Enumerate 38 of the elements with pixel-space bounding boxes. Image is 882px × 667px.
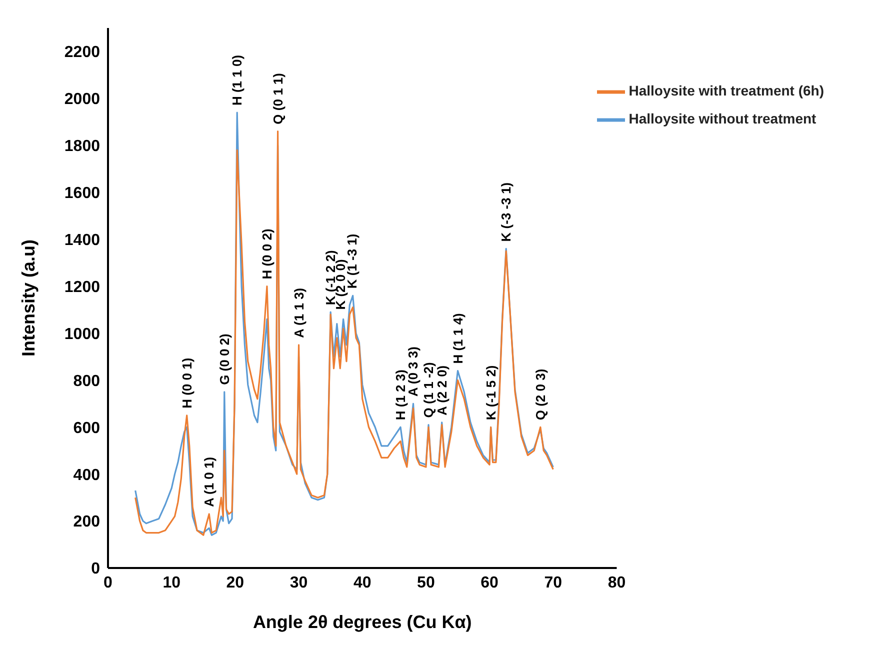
annotation: H (1 2 3) bbox=[393, 370, 408, 420]
annotation: K (-1 5 2) bbox=[483, 365, 498, 420]
y-tick-label: 600 bbox=[73, 420, 100, 437]
y-tick-label: 1400 bbox=[64, 232, 100, 249]
annotation: H (1 1 0) bbox=[230, 54, 245, 106]
x-tick-label: 0 bbox=[104, 574, 113, 592]
legend-label: Halloysite with treatment (6h) bbox=[628, 82, 824, 99]
x-tick-label: 50 bbox=[417, 574, 435, 592]
y-tick-label: 1000 bbox=[64, 326, 100, 343]
annotation: Q (2 0 3) bbox=[532, 368, 548, 420]
annotation: H (0 0 1) bbox=[179, 358, 194, 408]
annotation: A (1 1 3) bbox=[291, 288, 306, 338]
x-tick-label: 60 bbox=[480, 574, 499, 592]
y-tick-label: 1600 bbox=[64, 185, 100, 202]
x-tick-label: 40 bbox=[353, 574, 372, 592]
annotation: Q (1 1 -2) bbox=[421, 362, 436, 418]
y-tick-label: 2200 bbox=[64, 44, 100, 62]
legend-label: Halloysite without treatment bbox=[628, 110, 816, 127]
annotation: H (0 0 2) bbox=[259, 228, 274, 280]
x-tick-label: 70 bbox=[544, 574, 562, 592]
y-tick-label: 200 bbox=[73, 514, 100, 531]
annotation: K (-3 -3 1) bbox=[498, 182, 514, 242]
x-tick-label: 20 bbox=[226, 574, 244, 592]
annotation: G (0 0 2) bbox=[216, 334, 232, 385]
y-tick-label: 2000 bbox=[64, 91, 100, 108]
y-axis-title: Intensity (a.u) bbox=[18, 239, 38, 357]
annotation: H (1 1 4) bbox=[450, 313, 466, 364]
y-tick-label: 0 bbox=[91, 560, 100, 578]
x-axis-title: Angle 2θ degrees (Cu Kα) bbox=[252, 612, 472, 632]
x-tick-label: 80 bbox=[608, 574, 626, 592]
y-tick-label: 1200 bbox=[64, 278, 100, 296]
y-tick-label: 1800 bbox=[64, 138, 100, 156]
y-tick-label: 800 bbox=[73, 372, 100, 390]
annotation: A (1 0 1) bbox=[202, 456, 217, 507]
annotation: Q (0 1 1) bbox=[270, 73, 286, 124]
y-tick-label: 400 bbox=[73, 466, 100, 484]
x-tick-label: 10 bbox=[162, 574, 181, 592]
x-tick-label: 30 bbox=[290, 574, 308, 592]
